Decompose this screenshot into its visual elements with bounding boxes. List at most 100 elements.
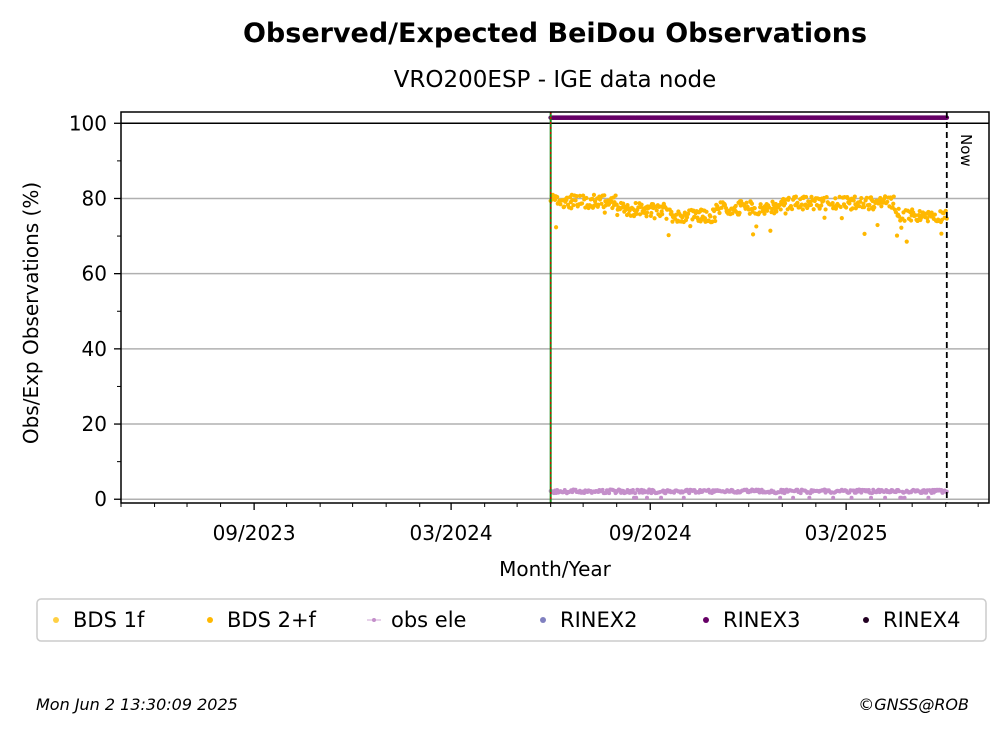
y-tick-label: 0 bbox=[94, 487, 107, 511]
obs-ele-marker bbox=[897, 489, 902, 494]
bds-2f-marker bbox=[553, 225, 559, 230]
bds-2f-marker bbox=[744, 200, 749, 205]
bds-2f-marker bbox=[774, 209, 779, 214]
bds-2f-marker bbox=[866, 207, 871, 212]
bds-2f-marker bbox=[808, 202, 814, 207]
bds-2f-marker bbox=[670, 219, 675, 224]
bds-2f-marker bbox=[674, 212, 679, 217]
bds-2f-marker bbox=[574, 193, 579, 199]
obs-ele-marker bbox=[634, 495, 639, 500]
bds-2f-marker bbox=[708, 214, 713, 219]
bds-2f-marker bbox=[737, 210, 742, 215]
bds-2f-marker bbox=[782, 201, 788, 206]
obs-ele-marker bbox=[849, 495, 854, 500]
bds-2f-marker bbox=[564, 195, 570, 200]
bds-2f-marker bbox=[639, 202, 644, 207]
obs-ele-marker bbox=[778, 495, 783, 500]
bds-2f-marker bbox=[602, 210, 607, 215]
bds-2f-marker bbox=[615, 212, 620, 218]
bds-2f-marker bbox=[904, 239, 909, 244]
bds-2f-marker bbox=[929, 210, 934, 215]
obs-ele-marker bbox=[681, 495, 686, 500]
bds-2f-marker bbox=[822, 215, 827, 220]
obs-ele-marker bbox=[607, 491, 612, 496]
bds-2f-marker bbox=[765, 208, 770, 213]
chart-title: Observed/Expected BeiDou Observations bbox=[243, 18, 867, 49]
bds-2f-marker bbox=[650, 202, 656, 207]
bds-2f-marker bbox=[596, 202, 601, 207]
bds-2f-marker bbox=[862, 231, 867, 236]
vertical-lines bbox=[549, 112, 948, 503]
bds-2f-marker bbox=[789, 206, 795, 212]
bds-2f-marker bbox=[749, 201, 755, 206]
legend-label: BDS 1f bbox=[73, 608, 145, 632]
x-axis-label: Month/Year bbox=[499, 557, 612, 581]
bds-2f-marker bbox=[664, 216, 669, 221]
bds-2f-marker bbox=[637, 212, 643, 217]
y-tick-label: 100 bbox=[69, 111, 107, 135]
bds-2f-marker bbox=[879, 204, 884, 209]
bds-2f-marker bbox=[569, 206, 574, 211]
bds-2f-marker bbox=[577, 193, 582, 199]
bds-2f-marker bbox=[809, 194, 814, 200]
y-tick-label: 80 bbox=[82, 186, 107, 210]
bds-2f-marker bbox=[773, 201, 778, 207]
bds-2f-marker bbox=[864, 195, 869, 200]
bds-2f-marker bbox=[783, 211, 788, 216]
bds-2f-marker bbox=[571, 203, 576, 208]
bds-2f-marker bbox=[799, 202, 804, 207]
x-axis-ticks: 09/2023 03/2024 09/2024 03/2025 bbox=[120, 503, 979, 545]
bds-2f-marker bbox=[839, 215, 844, 221]
bds-2f-marker bbox=[613, 193, 618, 198]
legend-label: RINEX4 bbox=[883, 608, 961, 632]
bds-2f-marker bbox=[823, 207, 828, 212]
bds-2f-marker bbox=[943, 208, 948, 214]
bds-2f-marker bbox=[579, 201, 585, 206]
bds-2f-marker bbox=[634, 211, 639, 216]
bds-2f-marker bbox=[852, 194, 857, 199]
plot-frame bbox=[120, 111, 990, 504]
bds-2f-marker bbox=[686, 211, 691, 216]
x-tick-label: 03/2025 bbox=[805, 521, 888, 545]
legend-label: obs ele bbox=[391, 608, 466, 632]
bds-2f-marker bbox=[558, 202, 563, 207]
bds-2f-marker bbox=[778, 207, 783, 212]
obs-ele-marker bbox=[902, 495, 907, 500]
obs-ele-marker bbox=[687, 491, 692, 496]
bds-2f-marker bbox=[644, 214, 649, 219]
obs-ele-marker bbox=[807, 495, 812, 500]
bds-2f-marker bbox=[833, 196, 838, 201]
bds-2f-marker bbox=[702, 216, 708, 221]
bds-2f-marker bbox=[644, 210, 650, 215]
bds-2f-marker bbox=[897, 214, 902, 219]
bds-2f-marker bbox=[851, 198, 856, 203]
obs-ele-marker bbox=[630, 488, 635, 493]
chart-subtitle: VRO200ESP - IGE data node bbox=[394, 67, 717, 93]
bds-2f-marker bbox=[750, 232, 756, 237]
x-tick-label: 09/2023 bbox=[213, 521, 296, 545]
bds-2f-marker bbox=[925, 219, 931, 224]
bds-2f-marker bbox=[944, 216, 949, 221]
bds-2f-marker bbox=[861, 205, 867, 210]
bds-2f-marker bbox=[811, 207, 816, 212]
bds-2f-marker bbox=[688, 224, 693, 229]
obs-ele-marker bbox=[883, 495, 888, 500]
bds-2f-marker bbox=[719, 205, 724, 210]
bds-2f-marker bbox=[891, 201, 896, 206]
bds-2f-marker bbox=[713, 218, 718, 224]
bds-2f-marker bbox=[704, 209, 709, 214]
bds-2f-marker bbox=[786, 195, 791, 200]
bds-2f-marker bbox=[932, 212, 937, 217]
grid-lines bbox=[121, 122, 989, 500]
y-tick-label: 20 bbox=[82, 412, 107, 436]
bds-2f-marker bbox=[795, 200, 800, 206]
bds-2f-marker bbox=[803, 202, 808, 207]
bds-2f-marker bbox=[837, 194, 842, 199]
bds-2f-marker bbox=[570, 198, 575, 203]
bds-2f-marker bbox=[899, 225, 904, 230]
legend-marker bbox=[703, 617, 709, 623]
bds-2f-marker bbox=[652, 216, 657, 221]
legend-marker bbox=[540, 617, 546, 623]
bds-2f-marker bbox=[757, 210, 762, 215]
legend-box bbox=[36, 598, 987, 642]
